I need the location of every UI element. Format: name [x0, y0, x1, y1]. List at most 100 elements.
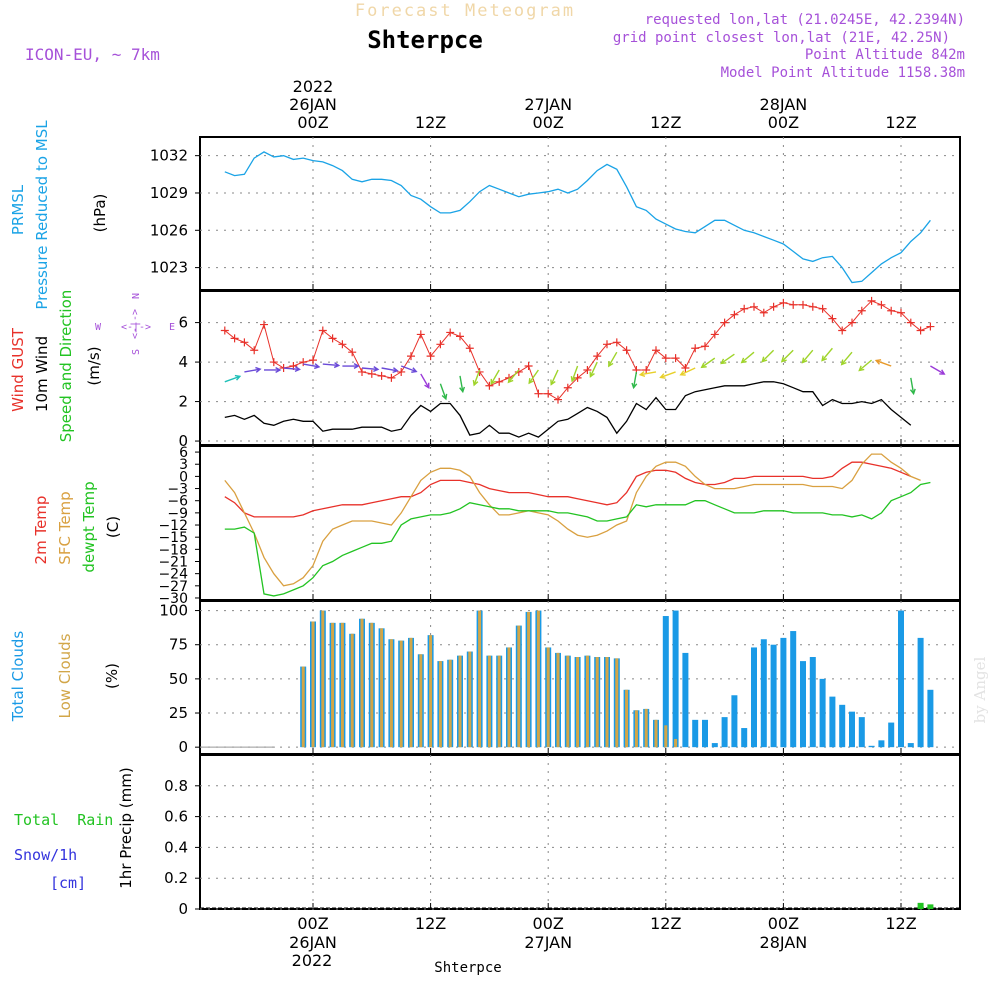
- wind-10m-label: 10m Wind: [33, 336, 51, 412]
- chart-subtitle: Forecast Meteogram: [355, 1, 575, 21]
- wind-arrow-head: [659, 373, 666, 379]
- total-clouds-label: Total Clouds: [9, 631, 27, 723]
- gust-point: [485, 381, 494, 390]
- snow-label: Snow/1h: [14, 846, 77, 864]
- gust-point: [328, 334, 337, 343]
- gust-point: [740, 304, 749, 313]
- wind-arrow: [761, 349, 775, 363]
- gust-point: [926, 322, 935, 331]
- total-cloud-bar: [741, 728, 748, 748]
- wind-arrow: [741, 351, 755, 364]
- wind-arrow: [720, 353, 735, 364]
- gust-point: [407, 352, 415, 361]
- gust-point: [759, 308, 768, 317]
- pressure-panel: 1023 1026 1029 1032: [150, 136, 961, 291]
- wind-arrow: [858, 359, 873, 371]
- total-cloud-bar: [682, 652, 689, 748]
- low-cloud-bar: [458, 655, 462, 748]
- low-cloud-bar: [409, 637, 413, 748]
- gust-point: [779, 298, 788, 307]
- wind-arrow-head: [858, 365, 865, 372]
- total-cloud-bar: [868, 745, 875, 748]
- wind-arrow-head: [780, 356, 787, 363]
- wind-arrow-head: [740, 357, 747, 364]
- gust-point: [887, 306, 896, 315]
- total-cloud-bar: [662, 616, 669, 748]
- gust-point: [789, 300, 798, 309]
- wind-arrow-head: [570, 376, 577, 383]
- wind-arrow: [801, 349, 814, 363]
- gust-point: [681, 364, 690, 372]
- y-tick-label: −9: [167, 506, 188, 522]
- wind-arrow: [224, 375, 241, 383]
- gust-point: [848, 318, 856, 327]
- bottom-date-label: 28JAN: [760, 933, 808, 952]
- wind-arrow: [821, 347, 833, 361]
- wind-arrow-head: [874, 359, 882, 365]
- y-tick-label: −12: [158, 518, 188, 534]
- gust-point: [269, 358, 278, 367]
- total-cloud-bar: [917, 637, 924, 748]
- model-label: ICON-EU, ~ 7km: [25, 45, 160, 64]
- wind-panel-labels: Wind GUST 10m Wind Speed and Direction (…: [9, 290, 175, 443]
- wind-arrow: [459, 375, 464, 392]
- y-tick-label: 75: [169, 636, 188, 654]
- wind-gust-label: Wind GUST: [9, 327, 27, 412]
- gust-point: [367, 369, 376, 378]
- gust-point: [906, 318, 915, 327]
- low-cloud-bar: [634, 710, 638, 748]
- y-tick-label: −15: [158, 530, 188, 546]
- y-tick-label: 0.6: [164, 808, 188, 826]
- c-unit-label: (C): [104, 516, 122, 538]
- wind-arrow: [550, 369, 559, 385]
- y-tick-label: 0: [178, 738, 188, 756]
- gust-point: [701, 342, 709, 351]
- gust-point: [220, 326, 229, 335]
- gust-point: [897, 308, 905, 317]
- low-cloud-bar: [566, 655, 570, 748]
- low-cloud-bar: [605, 657, 609, 748]
- sfc-temp-line: [224, 453, 921, 587]
- precip-panel-labels: Total Rain Snow/1h [cm] 1hr Precip (mm): [14, 767, 135, 892]
- compass-south: S: [131, 349, 142, 355]
- wind-arrow: [841, 351, 853, 365]
- y-tick-label: −24: [158, 567, 188, 583]
- top-year-label: 2022: [293, 77, 334, 96]
- wind-arrow-head: [840, 359, 847, 366]
- gust-point: [436, 340, 445, 349]
- y-tick-label: 1029: [150, 184, 188, 202]
- compass-west: W: [95, 322, 102, 333]
- gust-point: [377, 371, 386, 380]
- ms-unit-label: (m/s): [85, 346, 103, 385]
- wind-arrow-head: [313, 363, 321, 370]
- low-cloud-bar: [301, 666, 305, 748]
- top-date-label: 26JAN: [289, 95, 337, 114]
- y-tick-label: 2: [178, 393, 188, 411]
- wind-arrow-head: [459, 386, 466, 394]
- low-cloud-bar: [321, 610, 325, 748]
- pct-unit-label: (%): [103, 663, 121, 689]
- low-cloud-bar: [527, 611, 531, 748]
- total-cloud-bar: [780, 637, 787, 748]
- gust-point: [583, 365, 592, 374]
- point-altitude: Point Altitude 842m: [805, 47, 965, 63]
- panel-frame: [199, 136, 961, 291]
- y-tick-label: 25: [169, 704, 188, 722]
- y-tick-label: 3: [179, 457, 188, 473]
- wind-arrow-head: [909, 388, 916, 396]
- bottom-hour-label: 00Z: [533, 914, 564, 933]
- gust-point: [877, 300, 886, 309]
- gust-point: [524, 362, 533, 371]
- gust-point: [769, 302, 778, 311]
- wind-arrow: [473, 369, 481, 386]
- bottom-hour-label: 12Z: [650, 914, 681, 933]
- top-hour-label: 00Z: [297, 113, 328, 132]
- gust-point: [642, 365, 651, 374]
- gust-point: [818, 304, 827, 313]
- total-cloud-bar: [711, 743, 718, 748]
- wind-arrow: [381, 367, 398, 372]
- low-cloud-bar: [429, 635, 433, 748]
- temp-panel-labels: 2m Temp SFC Temp dewpt Temp (C): [32, 481, 122, 572]
- top-hour-label: 00Z: [768, 113, 799, 132]
- wind-arrow-head: [411, 367, 418, 373]
